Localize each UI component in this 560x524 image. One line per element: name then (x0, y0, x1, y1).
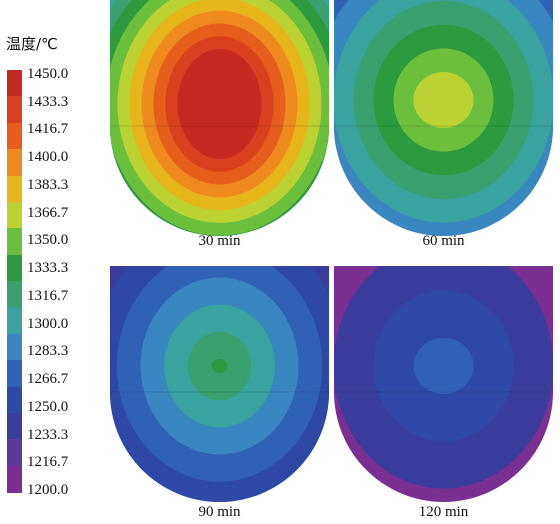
legend-level-label: 1383.3 (27, 176, 69, 193)
legend-swatch (7, 149, 22, 176)
panel-caption: 30 min (198, 233, 241, 249)
legend-swatch (7, 412, 22, 440)
legend-level-label: 1450.0 (27, 66, 69, 82)
legend-swatch (7, 254, 22, 282)
contour-band (211, 359, 228, 373)
legend-swatch (7, 307, 22, 335)
panel-30-min (110, 0, 329, 240)
legend-level-label: 1366.7 (27, 204, 69, 221)
legend-level-label: 1266.7 (27, 371, 69, 388)
legend-level-label: 1316.7 (27, 287, 69, 304)
legend-level-label: 1300.0 (27, 315, 69, 332)
panel-90-min (110, 266, 329, 506)
panel-caption: 60 min (422, 233, 465, 249)
legend-level-label: 1283.3 (27, 343, 69, 360)
legend-labels: 1450.0 1433.3 1416.7 1400.0 1383.3 1366.7 1350… (27, 66, 102, 498)
panel-60-min (334, 0, 553, 240)
contour-plot (110, 266, 329, 502)
contour-band (413, 338, 474, 394)
contour-plot (334, 266, 553, 502)
panel-caption: 120 min (418, 504, 469, 520)
legend-swatch (7, 228, 22, 256)
legend-level-label: 1233.3 (27, 426, 69, 443)
contour-plot (110, 0, 329, 236)
legend-color-bar (7, 70, 22, 493)
contour-band (177, 49, 262, 159)
legend-swatch (7, 360, 22, 387)
legend-level-label: 1333.3 (27, 260, 69, 277)
legend-swatch (7, 96, 22, 124)
legend-level-label: 1400.0 (27, 149, 69, 166)
contour-plot (334, 0, 553, 236)
legend-level-label: 1200.0 (27, 482, 69, 498)
panel-120-min (334, 266, 553, 506)
legend-title: 温度/℃ (6, 35, 58, 53)
legend-swatch (7, 122, 22, 150)
legend-swatch (7, 70, 22, 97)
legend-swatch (7, 386, 22, 414)
legend-level-label: 1433.3 (27, 93, 69, 110)
legend-swatch (7, 175, 22, 203)
legend-level-label: 1250.0 (27, 398, 69, 415)
legend-level-label: 1350.0 (27, 232, 69, 249)
contour-band (413, 72, 474, 128)
panel-caption: 90 min (198, 504, 241, 520)
legend-swatch (7, 281, 22, 308)
legend-swatch (7, 465, 22, 493)
legend-swatch (7, 201, 22, 229)
legend-swatch (7, 333, 22, 361)
legend-level-label: 1416.7 (27, 121, 69, 138)
legend-swatch (7, 439, 22, 467)
legend-level-label: 1216.7 (27, 454, 69, 471)
